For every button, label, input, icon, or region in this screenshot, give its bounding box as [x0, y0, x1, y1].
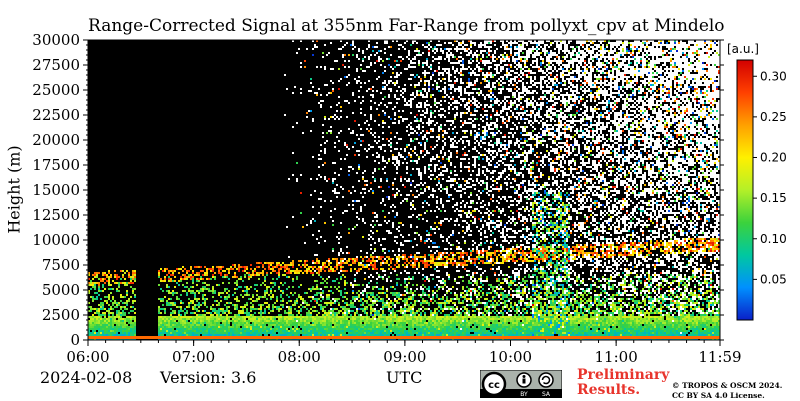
cc-badge-text: cc [488, 380, 500, 391]
colorbar-unit: [a.u.] [727, 42, 759, 56]
x-tick-label: 11:59 [698, 348, 741, 366]
colorbar-tick-label: 0.25 [760, 110, 787, 124]
colorbar-tick-label: 0.20 [760, 151, 787, 165]
sa-badge-text: SA [542, 391, 551, 398]
cc-license-badge: cc BY SA [480, 370, 562, 398]
y-tick-label: 2500 [42, 306, 80, 324]
surface-signal-line [88, 336, 720, 339]
preliminary-notice: Preliminary Results. [577, 368, 669, 398]
x-tick-label: 11:00 [595, 348, 638, 366]
y-tick-label: 0 [70, 331, 80, 349]
y-tick-label: 22500 [32, 106, 80, 124]
y-tick-label: 20000 [32, 131, 80, 149]
colorbar-tick-label: 0.30 [760, 69, 787, 83]
x-tick-label: 09:00 [383, 348, 426, 366]
preliminary-line-2: Results. [577, 383, 669, 398]
colorbar [737, 60, 753, 320]
colorbar-tick-label: 0.15 [760, 191, 787, 205]
y-tick-label: 15000 [32, 181, 80, 199]
version-label: Version: 3.6 [160, 368, 256, 387]
by-badge-text: BY [520, 391, 528, 398]
y-tick-label: 12500 [32, 206, 80, 224]
preliminary-line-1: Preliminary [577, 368, 669, 383]
date-label: 2024-02-08 [40, 368, 132, 387]
y-tick-label: 5000 [42, 281, 80, 299]
x-tick-label: 10:00 [489, 348, 532, 366]
colorbar-tick-label: 0.05 [760, 272, 787, 286]
x-tick-label: 06:00 [66, 348, 109, 366]
y-tick-label: 30000 [32, 31, 80, 49]
y-tick-label: 7500 [42, 256, 80, 274]
copyright-line-1: © TROPOS & OSCM 2024. [672, 381, 782, 391]
x-tick-label: 08:00 [278, 348, 321, 366]
sa-icon [539, 373, 553, 387]
x-tick-label: 07:00 [172, 348, 215, 366]
y-tick-label: 10000 [32, 231, 80, 249]
y-tick-label: 17500 [32, 156, 80, 174]
y-tick-label: 25000 [32, 81, 80, 99]
colorbar-tick-label: 0.10 [760, 232, 787, 246]
copyright-notice: © TROPOS & OSCM 2024. CC BY SA 4.0 Licen… [672, 381, 782, 401]
y-tick-label: 27500 [32, 56, 80, 74]
x-axis-unit: UTC [386, 368, 422, 387]
